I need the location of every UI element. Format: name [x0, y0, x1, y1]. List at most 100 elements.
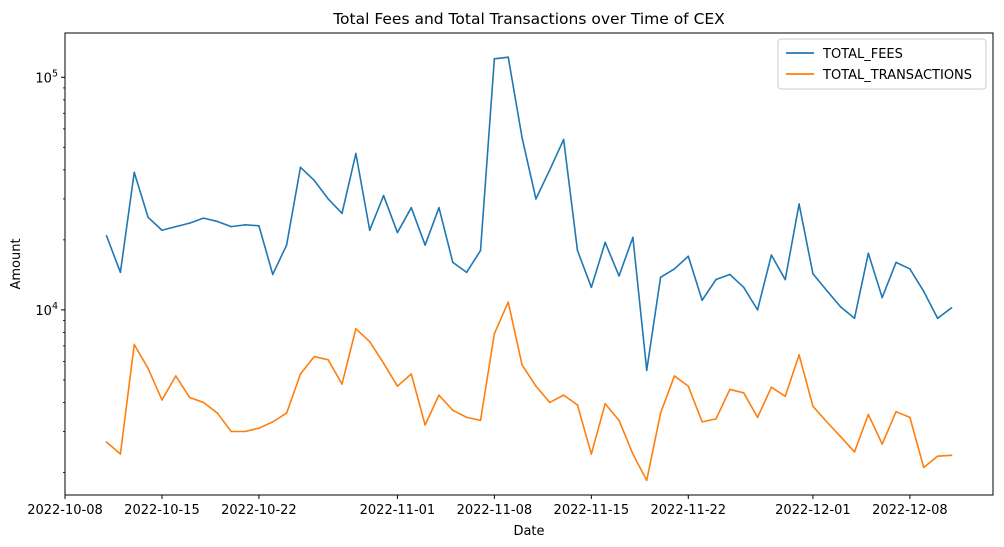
- data-point: [535, 198, 537, 200]
- chart-title: Total Fees and Total Transactions over T…: [332, 10, 725, 28]
- data-point: [202, 217, 205, 219]
- data-point: [521, 364, 523, 366]
- x-tick-label: 2022-12-08: [872, 503, 948, 518]
- data-point: [590, 286, 593, 289]
- data-point: [188, 396, 191, 399]
- data-point: [202, 401, 205, 404]
- y-tick-label: 104: [35, 301, 58, 319]
- series-line-total-fees: [105, 56, 953, 372]
- data-point: [548, 401, 551, 404]
- data-point: [839, 306, 842, 308]
- data-point: [936, 317, 939, 320]
- data-point: [825, 421, 828, 423]
- data-point: [161, 399, 163, 401]
- data-point: [604, 402, 606, 405]
- data-point: [105, 441, 108, 443]
- data-point: [673, 375, 676, 377]
- data-point: [341, 212, 343, 215]
- data-point: [756, 416, 759, 419]
- data-point: [701, 299, 703, 302]
- data-point: [133, 343, 136, 346]
- y-axis-ticks: 104 105: [35, 68, 65, 473]
- data-point: [784, 278, 787, 281]
- data-point: [438, 206, 440, 209]
- data-point: [175, 225, 177, 228]
- data-point: [562, 394, 565, 396]
- data-point: [313, 179, 316, 182]
- data-point: [853, 317, 856, 320]
- data-point: [147, 367, 149, 370]
- legend-label: TOTAL_TRANSACTIONS: [822, 68, 972, 83]
- data-point: [936, 455, 939, 457]
- data-point: [798, 354, 800, 356]
- legend-label: TOTAL_FEES: [822, 47, 903, 62]
- data-point: [715, 278, 717, 281]
- data-point: [396, 231, 399, 234]
- data-point: [452, 261, 454, 264]
- x-tick-label: 2022-11-01: [360, 503, 436, 518]
- data-point: [479, 249, 482, 252]
- data-point: [285, 244, 288, 246]
- data-point: [881, 296, 883, 299]
- data-point: [867, 413, 870, 416]
- data-point: [507, 56, 510, 58]
- data-point: [881, 443, 883, 445]
- data-point: [271, 421, 274, 423]
- data-point: [244, 430, 246, 433]
- data-point: [950, 307, 953, 309]
- data-point: [562, 138, 565, 141]
- data-point: [715, 418, 717, 420]
- data-point: [687, 255, 690, 258]
- y-axis-title: Amount: [9, 238, 24, 289]
- data-point: [659, 276, 662, 279]
- data-point: [909, 416, 911, 419]
- data-point: [729, 273, 731, 276]
- data-point: [368, 229, 371, 232]
- data-point: [355, 152, 357, 155]
- data-point: [258, 427, 260, 429]
- data-point: [784, 395, 787, 398]
- data-point: [382, 362, 385, 364]
- data-point: [701, 421, 703, 423]
- data-point: [327, 198, 329, 200]
- data-point: [576, 404, 579, 406]
- data-point: [922, 290, 925, 293]
- x-axis-title: Date: [513, 524, 544, 539]
- data-point: [452, 409, 454, 412]
- data-point: [507, 301, 510, 303]
- x-tick-label: 2022-11-15: [554, 503, 630, 518]
- series-line-total-transactions: [105, 301, 953, 482]
- data-point: [659, 412, 662, 414]
- data-point: [299, 373, 302, 375]
- data-point: [798, 203, 800, 205]
- data-point: [479, 419, 482, 422]
- y-tick-label: 105: [35, 68, 58, 86]
- data-point: [175, 375, 177, 377]
- data-point: [756, 309, 759, 311]
- x-tick-label: 2022-11-08: [457, 503, 533, 518]
- data-point: [770, 386, 773, 389]
- data-point: [216, 412, 219, 414]
- data-point: [521, 136, 523, 139]
- data-point: [853, 451, 856, 453]
- data-point: [244, 224, 246, 226]
- data-point: [368, 340, 371, 343]
- x-tick-label: 2022-10-15: [124, 503, 200, 518]
- data-point: [632, 236, 634, 239]
- data-point: [895, 410, 897, 413]
- x-axis-ticks: 2022-10-08 2022-10-15 2022-10-22 2022-11-01…: [27, 495, 948, 518]
- data-point: [216, 220, 219, 223]
- data-point: [909, 268, 911, 270]
- data-point: [119, 271, 122, 274]
- data-point: [576, 249, 579, 252]
- plot-frame: [64, 32, 994, 496]
- legend-box: [777, 38, 987, 90]
- legend: TOTAL_FEES TOTAL_TRANSACTIONS: [777, 38, 987, 90]
- data-point: [645, 479, 648, 482]
- data-point: [410, 206, 413, 209]
- data-point: [299, 166, 302, 169]
- data-point: [341, 383, 343, 385]
- data-point: [618, 275, 620, 277]
- series-points-total-transactions: [105, 301, 953, 482]
